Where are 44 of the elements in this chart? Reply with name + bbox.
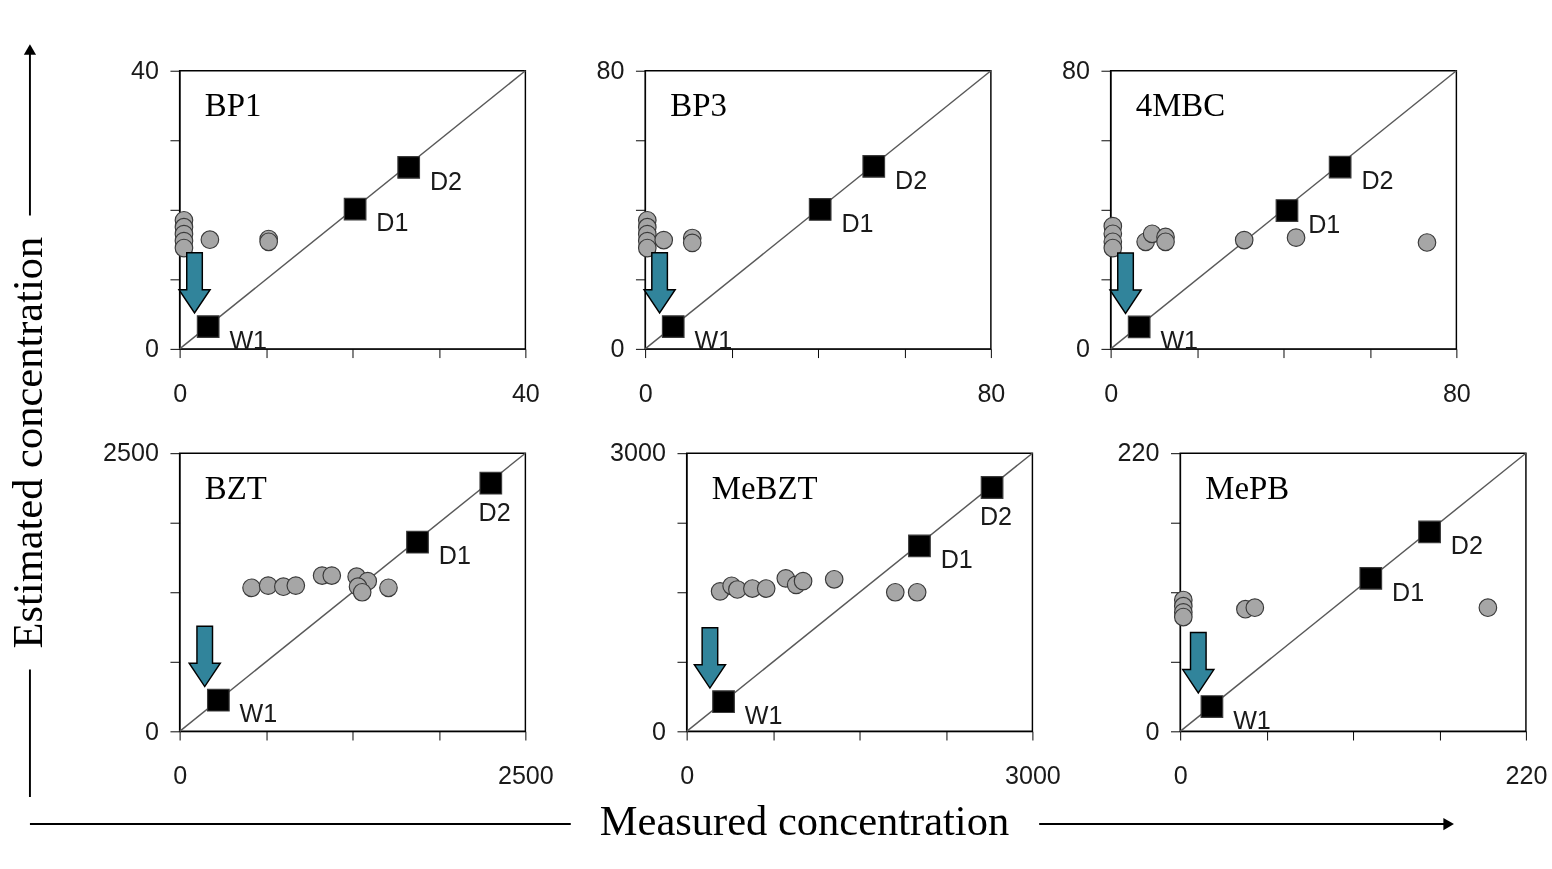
annotation: D1 xyxy=(1392,577,1425,606)
x-tick-label: 40 xyxy=(511,378,540,407)
x-axis-title: Measured concentration xyxy=(599,796,1010,844)
annotation: W1 xyxy=(1233,705,1271,734)
text: 4MBC xyxy=(1135,87,1226,124)
text: MeBZT xyxy=(711,469,818,506)
text: BP1 xyxy=(204,87,262,124)
annotation: D2 xyxy=(1450,531,1483,560)
annotation: W1 xyxy=(1160,326,1199,355)
x-tick-label: 0 xyxy=(680,760,695,789)
x-tick-label: 0 xyxy=(173,378,188,407)
x-tick-label: 220 xyxy=(1505,760,1548,789)
x-tick-label: 2500 xyxy=(497,760,554,789)
annotation: D1 xyxy=(1308,209,1341,238)
y-tick-label: 40 xyxy=(130,55,159,84)
annotation: W1 xyxy=(694,325,733,354)
annotation: W1 xyxy=(229,325,268,354)
annotation: D2 xyxy=(478,497,511,526)
y-axis-title: Estimated concentration xyxy=(4,236,52,649)
annotation: D2 xyxy=(979,502,1012,531)
y-tick-label: 3000 xyxy=(610,438,666,467)
annotation: D2 xyxy=(429,166,463,195)
y-tick-label: 0 xyxy=(610,334,625,363)
annotation: D1 xyxy=(438,541,471,570)
annotation: D2 xyxy=(1361,166,1394,195)
y-tick-label: 0 xyxy=(144,334,159,363)
text: MePB xyxy=(1205,469,1290,506)
y-tick-label: 2500 xyxy=(103,438,159,467)
annotation: D2 xyxy=(895,165,928,194)
x-tick-label: 0 xyxy=(173,760,188,789)
annotation: D1 xyxy=(376,208,409,237)
x-tick-label: 3000 xyxy=(1004,760,1061,789)
annotation: W1 xyxy=(744,700,783,729)
x-tick-label: 0 xyxy=(1173,760,1188,789)
y-tick-label: 80 xyxy=(596,55,625,84)
annotation: W1 xyxy=(239,699,278,728)
y-tick-label: 0 xyxy=(144,716,159,745)
annotation: D1 xyxy=(940,545,973,574)
text: BP3 xyxy=(670,87,727,124)
annotation: D1 xyxy=(841,208,874,237)
x-tick-label: 80 xyxy=(977,378,1006,407)
text: BZT xyxy=(204,469,267,506)
x-tick-label: 0 xyxy=(1104,378,1119,407)
x-tick-label: 80 xyxy=(1442,378,1471,407)
